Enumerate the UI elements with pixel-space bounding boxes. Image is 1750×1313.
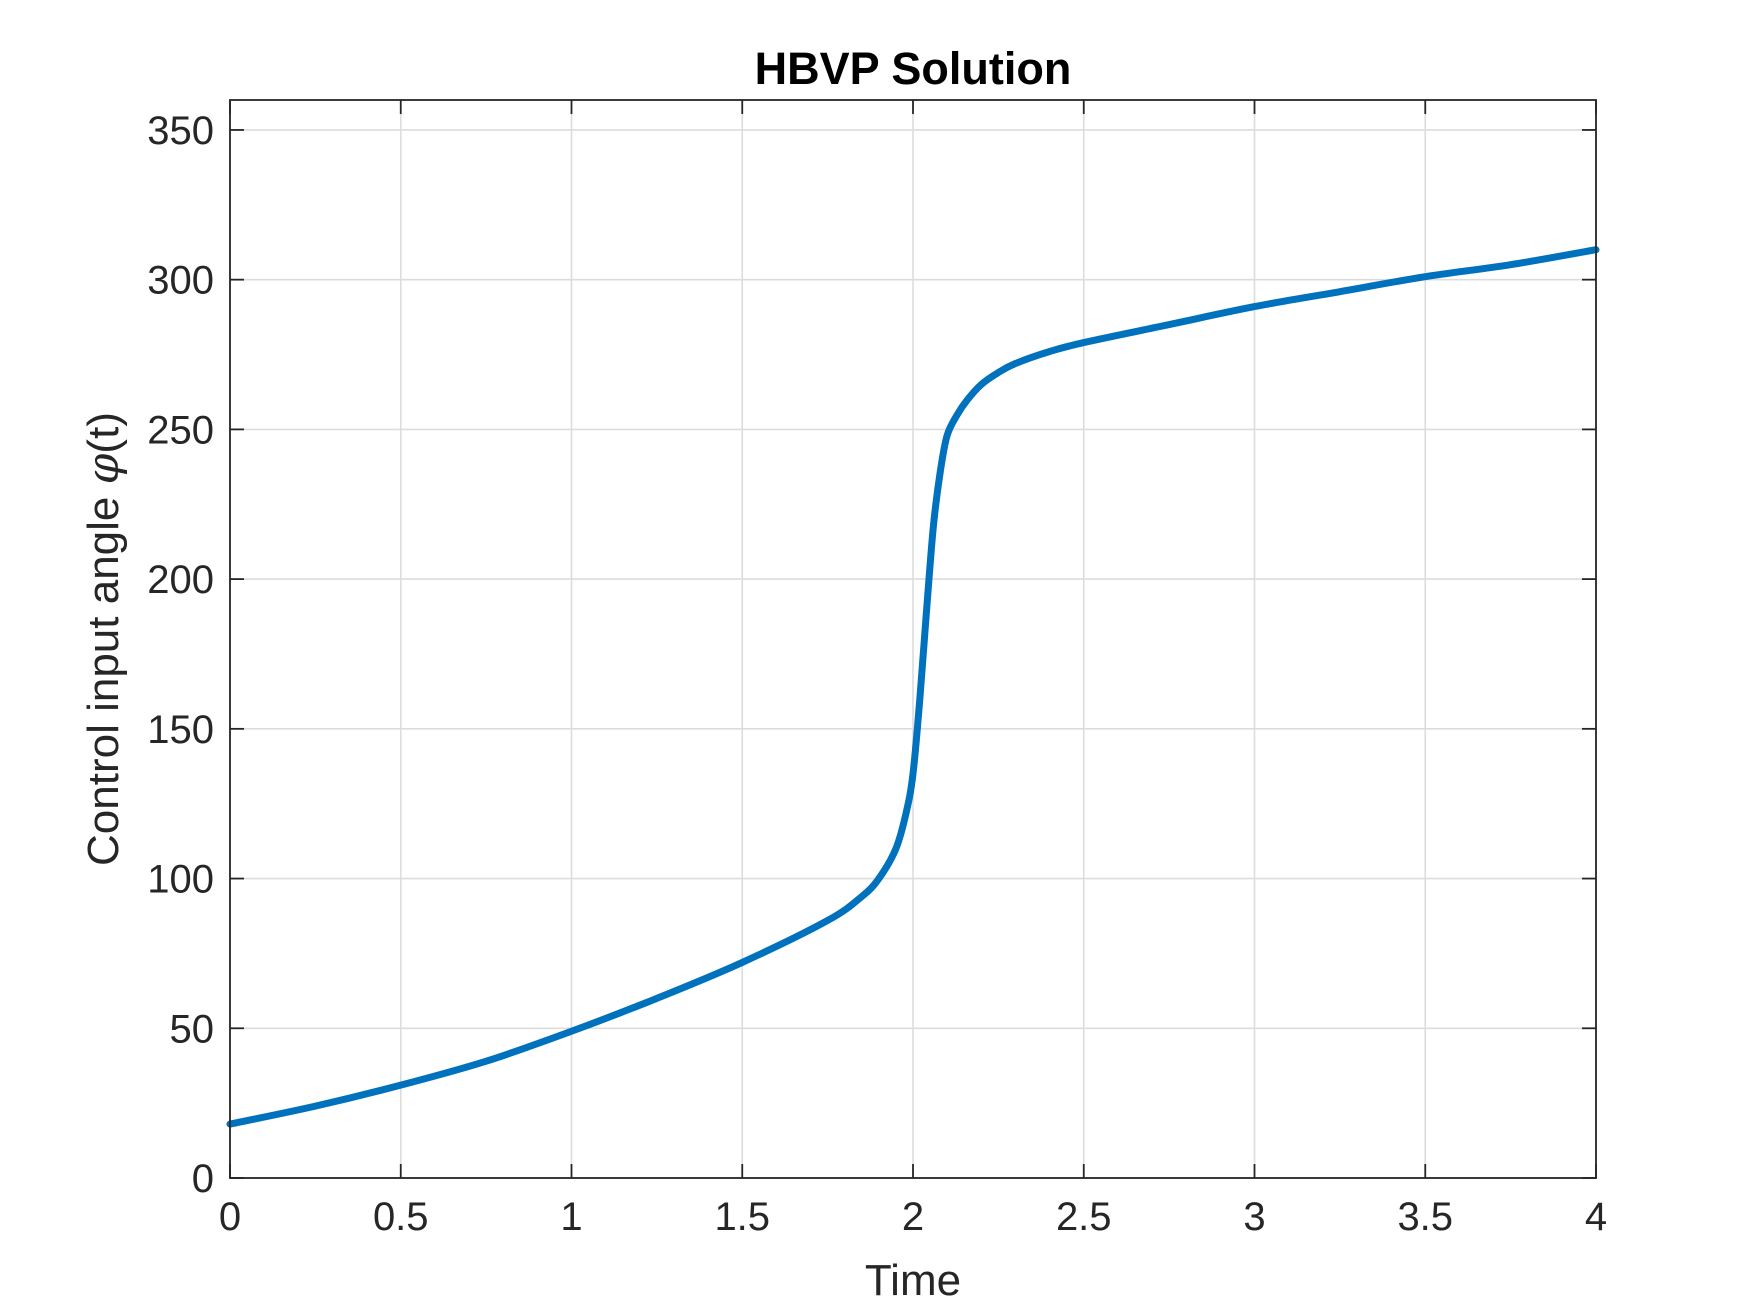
x-axis-label: Time <box>865 1256 961 1305</box>
y-axis-label-prefix: Control input angle <box>79 484 128 866</box>
x-tick-label: 2 <box>902 1195 924 1239</box>
y-tick-label: 250 <box>147 408 214 452</box>
series-line <box>226 246 1600 1128</box>
tick-marks <box>229 100 1597 1179</box>
x-tick-label: 0 <box>219 1195 241 1239</box>
y-axis-label-symbol: φ <box>78 453 129 484</box>
x-tick-label: 1 <box>560 1195 582 1239</box>
x-tick-label: 3.5 <box>1397 1195 1453 1239</box>
y-tick-labels: 0 50 100 150 200 250 300 350 <box>147 109 214 1201</box>
chart-title: HBVP Solution <box>755 43 1072 94</box>
grid-lines <box>229 100 1597 1179</box>
y-tick-label: 300 <box>147 259 214 303</box>
x-tick-label: 4 <box>1585 1195 1607 1239</box>
y-axis-label-suffix: (t) <box>79 412 128 454</box>
x-tick-label: 2.5 <box>1056 1195 1112 1239</box>
x-tick-labels: 0 0.5 1 1.5 2 2.5 3 3.5 4 <box>219 1195 1607 1239</box>
y-tick-label: 200 <box>147 558 214 602</box>
x-tick-label: 3 <box>1243 1195 1265 1239</box>
y-tick-label: 0 <box>192 1157 214 1201</box>
y-tick-label: 100 <box>147 858 214 902</box>
series-layer <box>226 246 1600 1128</box>
y-tick-label: 350 <box>147 109 214 153</box>
x-tick-label: 1.5 <box>714 1195 770 1239</box>
y-tick-label: 150 <box>147 708 214 752</box>
x-tick-label: 0.5 <box>373 1195 429 1239</box>
y-axis-label: Control input angle φ(t) <box>78 412 129 866</box>
y-tick-label: 50 <box>170 1007 215 1051</box>
